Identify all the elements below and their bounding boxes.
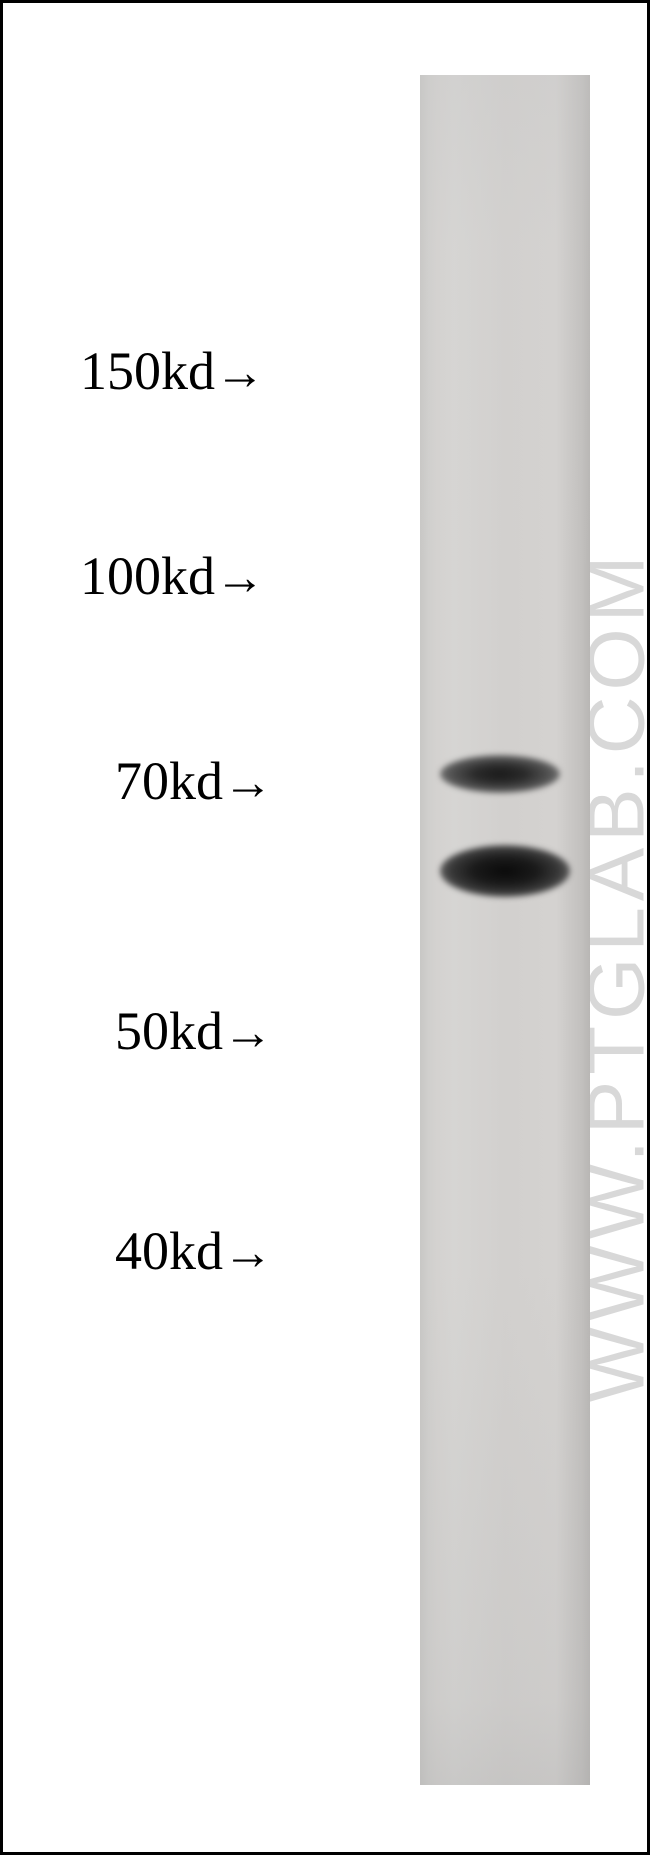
marker-label-40kd: 40kd→ bbox=[115, 1220, 273, 1282]
arrow-icon: → bbox=[215, 548, 265, 606]
protein-band-lower bbox=[440, 845, 570, 897]
arrow-icon: → bbox=[215, 343, 265, 401]
marker-value: 150kd bbox=[80, 341, 215, 401]
marker-value: 40kd bbox=[115, 1221, 223, 1281]
marker-label-100kd: 100kd→ bbox=[80, 545, 265, 607]
marker-label-150kd: 150kd→ bbox=[80, 340, 265, 402]
arrow-icon: → bbox=[223, 1003, 273, 1061]
marker-label-50kd: 50kd→ bbox=[115, 1000, 273, 1062]
protein-band-upper bbox=[440, 755, 560, 793]
marker-value: 50kd bbox=[115, 1001, 223, 1061]
marker-value: 100kd bbox=[80, 546, 215, 606]
marker-value: 70kd bbox=[115, 751, 223, 811]
arrow-icon: → bbox=[223, 753, 273, 811]
western-blot-lane bbox=[420, 75, 590, 1785]
marker-label-70kd: 70kd→ bbox=[115, 750, 273, 812]
arrow-icon: → bbox=[223, 1223, 273, 1281]
